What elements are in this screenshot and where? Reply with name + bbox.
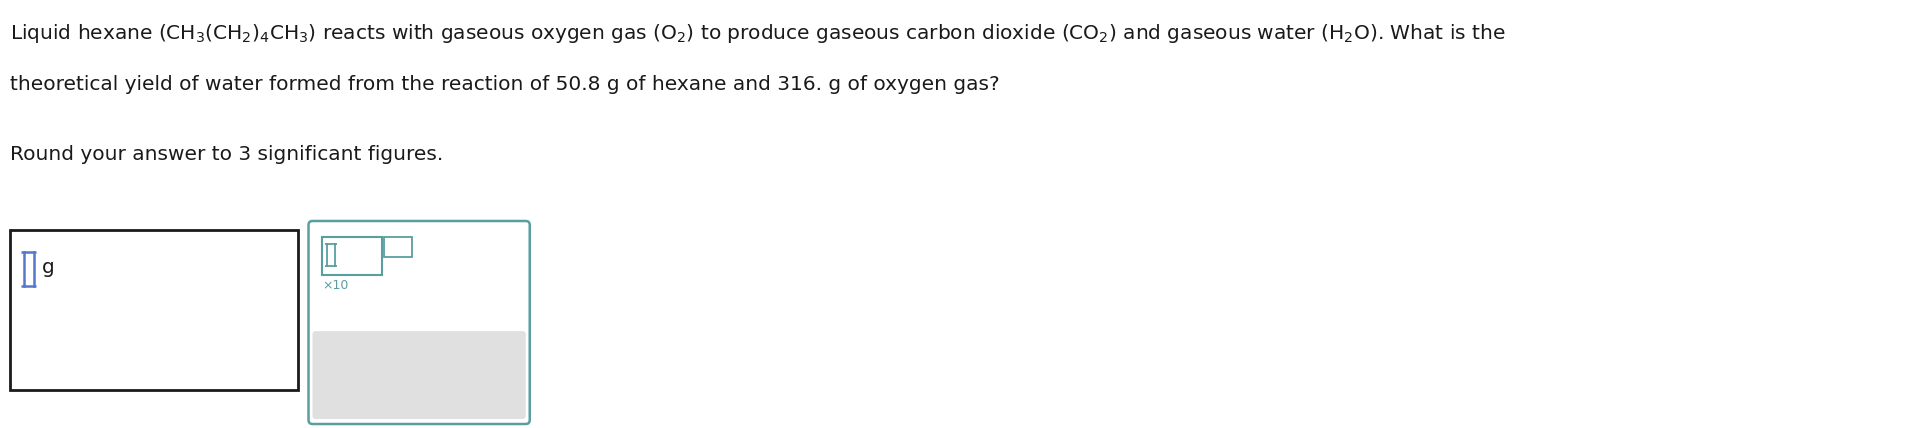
Bar — [384, 237, 411, 257]
FancyBboxPatch shape — [313, 331, 526, 419]
Text: ×10: ×10 — [323, 279, 349, 292]
Text: Round your answer to 3 significant figures.: Round your answer to 3 significant figur… — [10, 145, 444, 164]
Text: ↺: ↺ — [449, 361, 474, 389]
Text: g: g — [42, 258, 54, 277]
Text: theoretical yield of water formed from the reaction of 50.8 g of hexane and 316.: theoretical yield of water formed from t… — [10, 75, 1000, 94]
Bar — [323, 237, 382, 275]
Text: Liquid hexane $\left(\mathrm{CH_3(CH_2)_4CH_3}\right)$ reacts with gaseous oxyge: Liquid hexane $\left(\mathrm{CH_3(CH_2)_… — [10, 22, 1505, 45]
Text: ×: × — [367, 363, 388, 387]
FancyBboxPatch shape — [309, 221, 530, 424]
Bar — [10, 230, 298, 390]
